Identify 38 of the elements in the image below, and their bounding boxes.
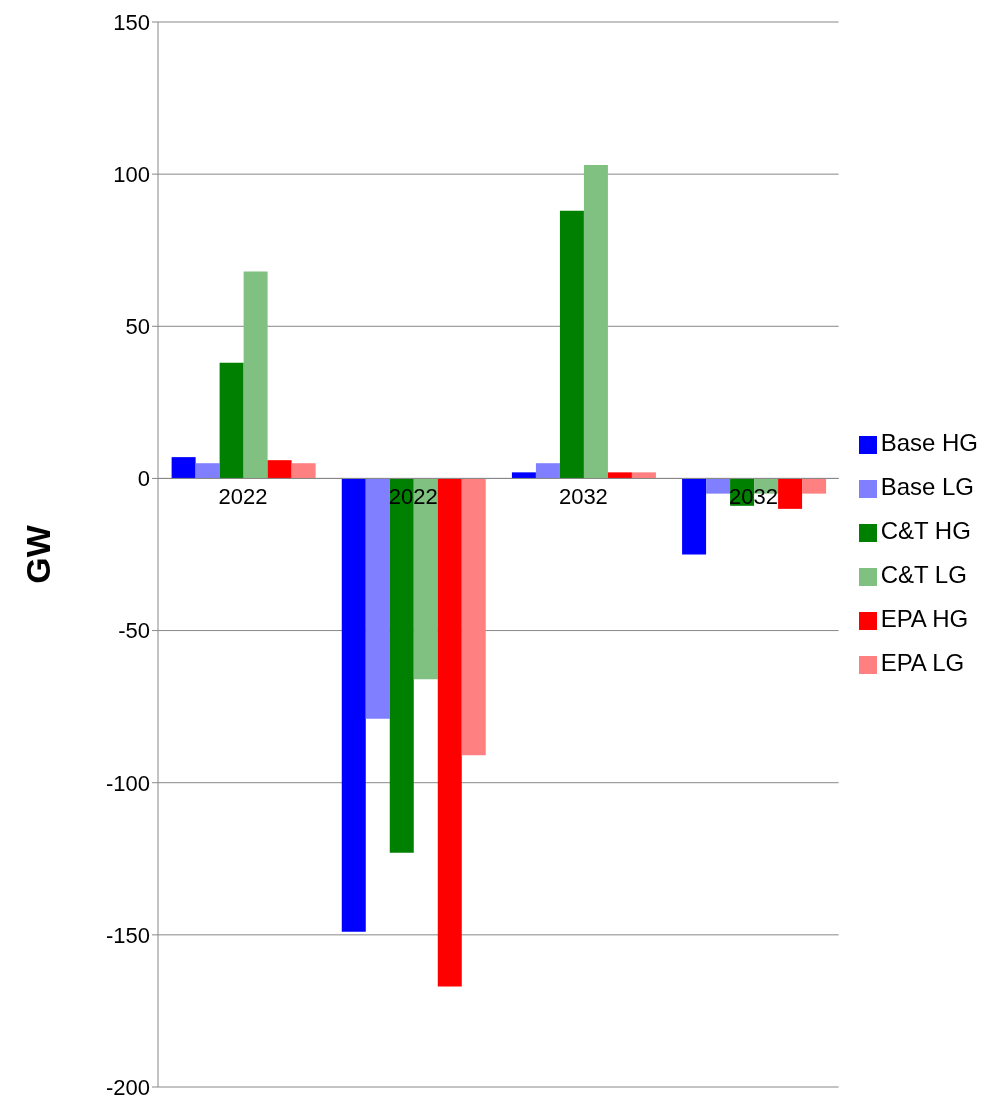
bar — [365, 478, 390, 719]
bar — [559, 210, 584, 479]
y-tick-label: -150 — [105, 922, 150, 948]
y-axis-title: GW — [19, 524, 58, 584]
bar — [778, 478, 803, 509]
legend-label: Base HG — [880, 429, 978, 456]
bar — [583, 165, 608, 479]
bar — [171, 457, 196, 479]
bar — [461, 478, 486, 756]
legend-label: C&T LG — [880, 561, 967, 588]
x-tick-label: 2022 — [218, 484, 268, 510]
x-tick-label: 2022 — [388, 484, 438, 510]
bar — [437, 478, 462, 987]
y-tick-label: -100 — [105, 770, 150, 796]
bar — [802, 478, 827, 494]
bar — [219, 362, 244, 479]
bar — [267, 460, 292, 479]
bar — [341, 478, 366, 932]
bar — [607, 472, 632, 479]
bar — [706, 478, 731, 494]
y-tick-label: 0 — [137, 466, 150, 492]
y-tick-label: -200 — [105, 1074, 150, 1100]
bar — [631, 472, 656, 479]
legend-label: Base LG — [880, 473, 975, 500]
legend-label: C&T HG — [880, 517, 971, 544]
y-tick-label: 50 — [125, 314, 150, 340]
bar — [511, 472, 536, 479]
legend-label: EPA HG — [880, 605, 969, 632]
bar — [195, 463, 220, 479]
y-tick-label: 100 — [113, 161, 150, 187]
bar — [535, 463, 560, 479]
y-tick-label: 150 — [113, 9, 150, 35]
legend-label: EPA LG — [880, 649, 965, 676]
bar — [291, 463, 316, 479]
x-tick-label: 2032 — [558, 484, 608, 510]
y-tick-label: -50 — [118, 618, 150, 644]
bar — [243, 271, 268, 479]
bar — [682, 478, 707, 555]
